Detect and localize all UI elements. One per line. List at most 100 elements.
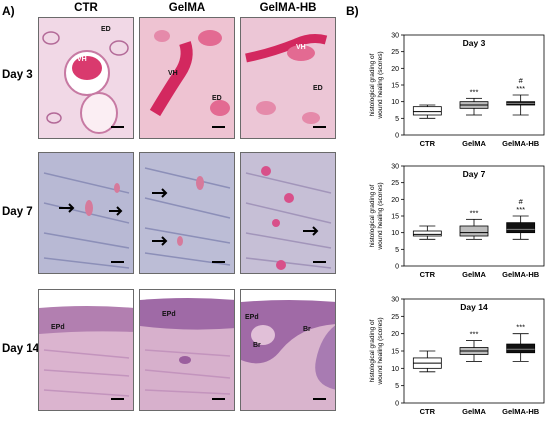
- micrograph-ctr-day7: [38, 152, 134, 274]
- significance-mark: ***: [470, 87, 479, 96]
- label-br: Br: [253, 342, 261, 349]
- y-tick-label: 0: [395, 401, 399, 408]
- y-tick-label: 20: [391, 331, 399, 338]
- y-tick-label: 25: [391, 180, 399, 187]
- y-axis-label: histological grading of: [369, 184, 376, 247]
- micrograph-gelmahb-day3: VH ED: [240, 17, 336, 139]
- tissue-texture: [43, 172, 130, 269]
- label-epd: EPd: [162, 311, 176, 318]
- significance-mark: #: [519, 76, 524, 85]
- y-tick-label: 5: [395, 247, 399, 254]
- label-ed: ED: [101, 26, 111, 33]
- x-tick-label: GelMA: [462, 407, 486, 416]
- chart-title: Day 14: [460, 302, 488, 312]
- y-tick-label: 5: [395, 116, 399, 123]
- column-header-ctr: CTR: [74, 2, 98, 14]
- y-tick-label: 20: [391, 197, 399, 204]
- significance-mark: #: [519, 197, 524, 206]
- tissue-texture: [241, 290, 335, 390]
- label-ed: ED: [313, 85, 323, 92]
- scale-bar: [111, 398, 124, 400]
- y-axis-label: wound healing (scores): [377, 51, 384, 119]
- y-axis-label: wound healing (scores): [377, 317, 384, 385]
- box-gelma: [459, 225, 489, 237]
- column-header-gelmahb: GelMA-HB: [259, 2, 317, 14]
- y-axis-label: histological grading of: [369, 53, 376, 116]
- box-gelma-hb: [506, 222, 536, 234]
- label-epd: EPd: [51, 324, 65, 331]
- x-tick-label: GelMA: [462, 270, 486, 279]
- boxplot-day3: Day 3 0 5 10 15 20 25 30 histological grading of…: [369, 33, 545, 148]
- micrograph-gelma-day3: VH ED: [139, 17, 235, 139]
- y-tick-label: 5: [395, 383, 399, 390]
- chart-title: Day 3: [463, 38, 486, 48]
- tissue-texture: [149, 30, 230, 117]
- label-vh: VH: [296, 44, 306, 51]
- y-axis-label: histological grading of: [369, 319, 376, 382]
- tissue-texture: [140, 290, 234, 395]
- box-ctr: [412, 106, 442, 116]
- label-ed: ED: [212, 95, 222, 102]
- y-tick-label: 0: [395, 133, 399, 140]
- tissue-texture: [42, 31, 129, 134]
- tissue-texture: [39, 290, 133, 397]
- micrograph-gelmahb-day7: [240, 152, 336, 274]
- x-tick-label: CTR: [420, 270, 436, 279]
- significance-mark: ***: [516, 84, 525, 93]
- significance-mark: ***: [516, 205, 525, 214]
- row-header-day7: Day 7: [2, 206, 33, 218]
- y-axis-label: wound healing (scores): [377, 182, 384, 250]
- significance-mark: ***: [516, 323, 525, 332]
- chart-title: Day 7: [463, 169, 486, 179]
- column-header-gelma: GelMA: [168, 2, 206, 14]
- y-tick-label: 30: [391, 297, 399, 304]
- scale-bar: [313, 126, 326, 128]
- y-tick-label: 25: [391, 314, 399, 321]
- y-tick-label: 15: [391, 349, 399, 356]
- scale-bar: [313, 261, 326, 263]
- x-tick-label: GelMA: [462, 139, 486, 148]
- boxplot-day7: Day 7 0 5 10 15 20 25 30 histological grading of…: [369, 164, 545, 279]
- label-vh: VH: [77, 56, 87, 63]
- label-vh: VH: [168, 70, 178, 77]
- scale-bar: [111, 261, 124, 263]
- tissue-texture: [245, 34, 328, 124]
- y-tick-label: 25: [391, 49, 399, 56]
- boxplot-day14: Day 14 0 5 10 15 20 25 30 histological grading o…: [369, 297, 545, 416]
- x-tick-label: GelMA-HB: [502, 270, 540, 279]
- y-tick-label: 20: [391, 66, 399, 73]
- x-tick-label: GelMA-HB: [502, 139, 540, 148]
- scale-bar: [212, 398, 225, 400]
- scale-bar: [212, 261, 225, 263]
- row-header-day3: Day 3: [2, 69, 33, 81]
- panel-a-letter: A): [2, 4, 15, 18]
- scale-bar: [212, 126, 225, 128]
- panel-b-letter: B): [346, 4, 359, 18]
- box-gelma-hb: [506, 343, 536, 354]
- y-tick-label: 10: [391, 99, 399, 106]
- label-epd: EPd: [245, 314, 259, 321]
- y-tick-label: 30: [391, 33, 399, 40]
- x-tick-label: GelMA-HB: [502, 407, 540, 416]
- tissue-texture: [245, 166, 332, 270]
- significance-mark: ***: [470, 330, 479, 339]
- x-tick-label: CTR: [420, 407, 436, 416]
- y-tick-label: 0: [395, 264, 399, 271]
- label-br: Br: [303, 326, 311, 333]
- micrograph-gelma-day7: [139, 152, 235, 274]
- micrograph-gelmahb-day14: EPd Br Br: [240, 289, 336, 411]
- y-tick-label: 15: [391, 83, 399, 90]
- row-header-day14: Day 14: [2, 343, 40, 355]
- y-tick-label: 15: [391, 214, 399, 221]
- y-tick-label: 30: [391, 164, 399, 171]
- micrograph-gelma-day14: EPd: [139, 289, 235, 411]
- y-tick-label: 10: [391, 366, 399, 373]
- tissue-texture: [144, 167, 231, 266]
- significance-mark: ***: [470, 208, 479, 217]
- scale-bar: [313, 398, 326, 400]
- y-tick-label: 10: [391, 230, 399, 237]
- scale-bar: [111, 126, 124, 128]
- x-tick-label: CTR: [420, 139, 436, 148]
- micrograph-ctr-day3: ED VH: [38, 17, 134, 139]
- box-ctr: [412, 230, 442, 237]
